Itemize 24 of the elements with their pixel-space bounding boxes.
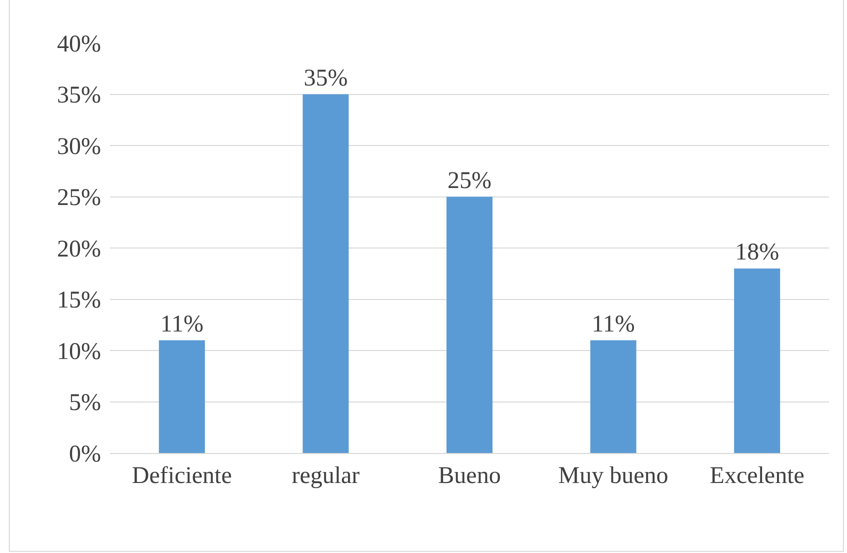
y-tick-label: 5% xyxy=(69,390,101,416)
bar xyxy=(590,340,636,453)
x-tick-label: Bueno xyxy=(438,462,501,489)
x-tick-label: regular xyxy=(292,462,360,489)
y-tick-label: 0% xyxy=(69,441,101,468)
bar xyxy=(158,340,205,453)
x-tick-label: Excelente xyxy=(710,462,804,489)
y-tick-label: 15% xyxy=(57,288,101,314)
data-label: 11% xyxy=(592,311,635,338)
y-tick-label: 25% xyxy=(57,185,101,212)
bar xyxy=(446,196,493,453)
bar xyxy=(302,94,349,453)
data-label: 25% xyxy=(448,168,492,194)
data-label: 35% xyxy=(304,65,348,92)
y-tick-label: 30% xyxy=(57,134,101,160)
bar xyxy=(734,268,780,453)
y-tick-label: 40% xyxy=(57,31,101,58)
y-tick-label: 35% xyxy=(57,82,101,109)
y-tick-label: 20% xyxy=(57,236,101,262)
data-label: 18% xyxy=(735,240,780,266)
y-tick-label: 10% xyxy=(57,338,101,365)
x-tick-label: Deficiente xyxy=(132,462,232,489)
data-label: 11% xyxy=(160,311,204,338)
x-tick-label: Muy bueno xyxy=(558,462,668,489)
